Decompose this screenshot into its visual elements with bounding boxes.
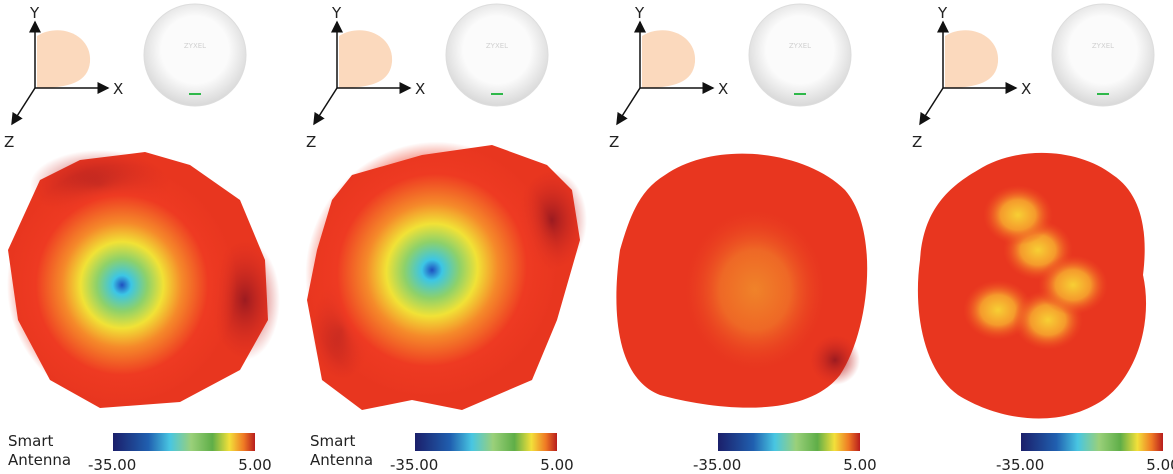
device-led	[1097, 93, 1109, 95]
colorbar	[1021, 433, 1163, 451]
panel: Y X Z ZYXEL -35.00 5.00	[912, 3, 1173, 474]
colorbar-max: 5.00	[238, 456, 271, 474]
colorbar-min: -35.00	[390, 456, 438, 474]
device-brand: ZYXEL	[789, 42, 811, 50]
device-brand: ZYXEL	[486, 42, 508, 50]
colorbar-max: 5.00	[1146, 456, 1173, 474]
y-axis-label: Y	[937, 4, 948, 22]
z-axis	[919, 87, 944, 126]
colorbar-min: -35.00	[88, 456, 136, 474]
device	[1051, 3, 1155, 107]
x-axis-label: X	[113, 80, 123, 98]
x-axis-label: X	[415, 80, 425, 98]
panel-label: Smart	[8, 432, 53, 450]
device-led	[491, 93, 503, 95]
pattern-shade	[685, 210, 825, 370]
device	[445, 3, 549, 107]
device-brand: ZYXEL	[184, 42, 206, 50]
colorbar	[113, 433, 255, 451]
colorbar-min: -35.00	[996, 456, 1044, 474]
z-axis-label: Z	[912, 133, 922, 151]
pattern-hotspot	[7, 165, 237, 405]
axis-plane	[37, 30, 91, 88]
z-axis	[616, 87, 641, 126]
pattern-hotspot	[305, 141, 559, 399]
device-led	[794, 93, 806, 95]
device	[748, 3, 852, 107]
colorbar	[415, 433, 557, 451]
panel-label: Antenna	[310, 451, 373, 469]
z-axis	[313, 87, 338, 126]
z-axis	[11, 87, 36, 126]
panel-label: Smart	[310, 432, 355, 450]
pattern	[917, 152, 1147, 419]
x-axis-label: X	[1021, 80, 1031, 98]
colorbar-max: 5.00	[540, 456, 573, 474]
axis-plane	[642, 30, 696, 88]
axis-plane	[945, 30, 999, 88]
y-axis-label: Y	[331, 4, 342, 22]
z-axis-label: Z	[609, 133, 619, 151]
device-brand: ZYXEL	[1092, 42, 1114, 50]
panel: Y X Z ZYXEL -35.00 5.00	[609, 3, 877, 474]
device-led	[189, 93, 201, 95]
pattern-shade	[810, 335, 860, 385]
x-axis-label: X	[718, 80, 728, 98]
panel-label: Antenna	[8, 451, 71, 469]
z-axis-label: Z	[4, 133, 14, 151]
colorbar	[718, 433, 860, 451]
device	[143, 3, 247, 107]
pattern-hotspot	[983, 185, 1053, 245]
axis-plane	[339, 30, 393, 88]
y-axis-label: Y	[634, 4, 645, 22]
colorbar-min: -35.00	[693, 456, 741, 474]
pattern-hotspot	[1038, 255, 1108, 315]
colorbar-max: 5.00	[843, 456, 876, 474]
y-axis-label: Y	[29, 4, 40, 22]
z-axis-label: Z	[306, 133, 316, 151]
